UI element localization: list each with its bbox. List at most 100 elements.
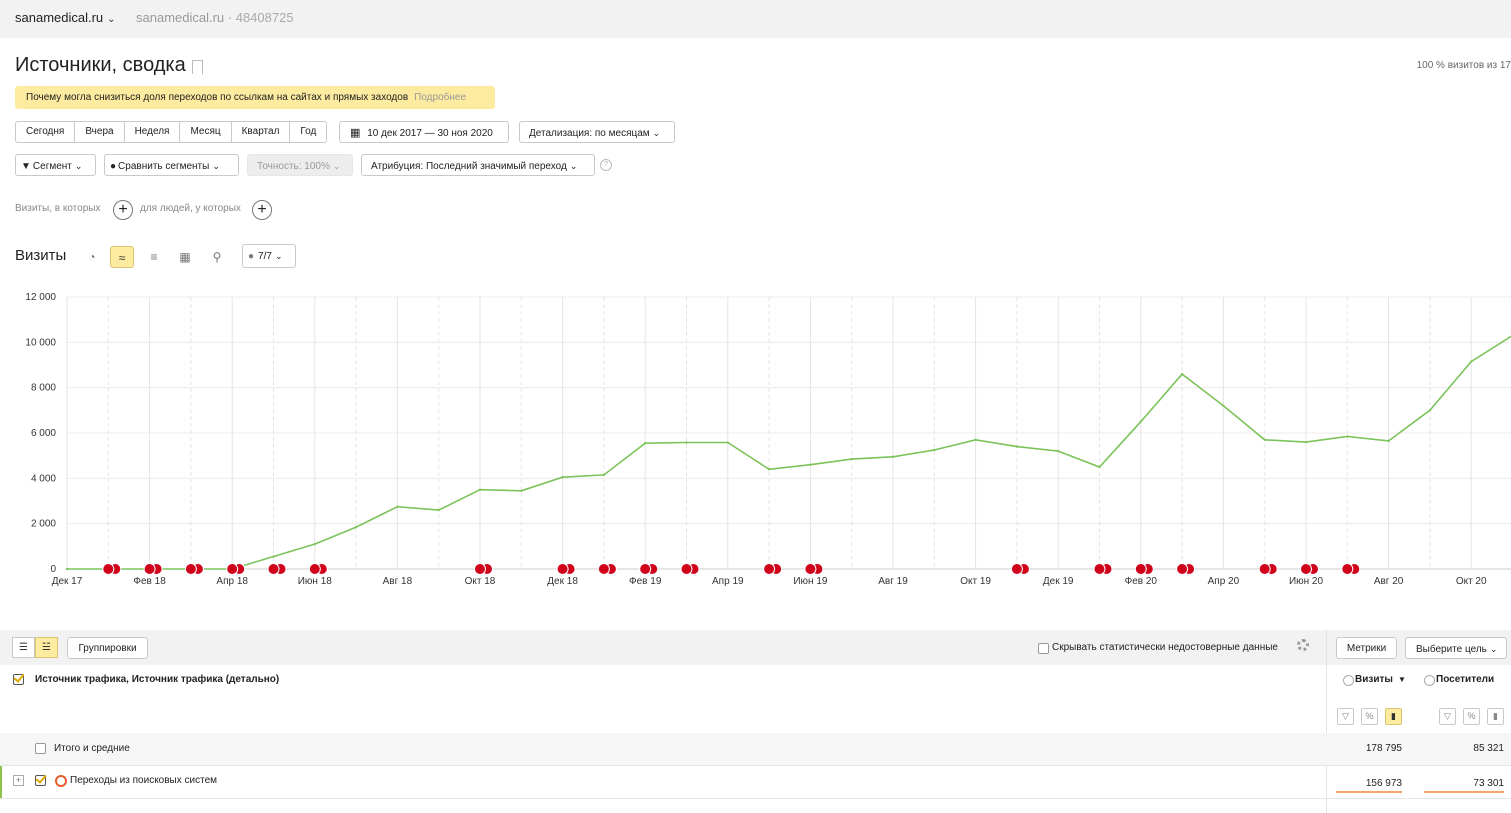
bar-icon[interactable]: ▮ (1487, 708, 1504, 725)
data-point (891, 455, 895, 458)
data-point (1470, 360, 1473, 363)
annotation-marker (1134, 563, 1147, 575)
data-point (354, 525, 358, 529)
list-view-button[interactable]: ☰ (12, 637, 35, 658)
x-tick-label: Июн 18 (298, 576, 333, 587)
x-tick-label: Авг 20 (1374, 576, 1404, 587)
y-tick-label: 12 000 (25, 292, 56, 303)
data-point (1098, 465, 1101, 469)
bar-icon[interactable]: ▮ (1385, 708, 1402, 725)
annotation-marker (1176, 563, 1189, 575)
visitors-share-bar (1424, 791, 1504, 793)
pie-chart-icon[interactable]: ◔ (88, 250, 96, 264)
notes-count: 7/7 (258, 251, 272, 262)
bookmark-icon[interactable] (192, 60, 203, 74)
data-point (520, 489, 523, 492)
annotation-marker (474, 563, 486, 575)
site-selector[interactable]: sanamedical.ru ⌄ (15, 10, 116, 25)
notice-text: Почему могла снизиться доля переходов по… (26, 92, 409, 103)
annotation-marker (763, 563, 776, 575)
percent-icon[interactable]: % (1463, 708, 1480, 725)
row-color-marker (0, 766, 2, 798)
chevron-down-icon: ⌄ (332, 161, 341, 171)
y-tick-label: 8 000 (31, 383, 56, 394)
notice-more-link[interactable]: Подробнее (414, 92, 467, 103)
data-point (1387, 439, 1390, 443)
accuracy-label: Точность: 100% (257, 161, 330, 172)
hide-unreliable-checkbox[interactable] (1038, 643, 1049, 654)
row-checkbox[interactable] (35, 775, 46, 786)
data-point (561, 476, 564, 479)
notes-toggle[interactable]: ● 7/7 ⌄ (242, 244, 296, 268)
data-point (850, 457, 853, 461)
visits-column-header[interactable]: Визиты ▼ (1355, 674, 1406, 685)
accuracy-select[interactable]: Точность: 100% ⌄ (247, 154, 353, 176)
data-point (1428, 409, 1432, 412)
y-tick-label: 6 000 (31, 428, 56, 439)
stacked-area-icon[interactable]: ≡ (150, 250, 158, 264)
line-chart-icon[interactable]: ≈ (110, 246, 134, 268)
detail-select[interactable]: Детализация: по месяцам ⌄ (519, 121, 675, 143)
top-bar (0, 0, 1511, 38)
period-yesterday[interactable]: Вчера (75, 122, 125, 142)
info-icon (1424, 675, 1435, 686)
data-point (1346, 435, 1349, 438)
period-group: Сегодня Вчера Неделя Месяц Квартал Год (15, 121, 328, 143)
table-row[interactable]: Переходы из поисковых систем 156 973 73 … (0, 765, 1511, 799)
visitors-column-header[interactable]: Посетители (1436, 674, 1495, 685)
x-tick-label: Фев 20 (1125, 576, 1158, 587)
period-month[interactable]: Месяц (180, 122, 232, 142)
compare-segments-button[interactable]: ● Сравнить сегменты ⌄ (104, 154, 239, 176)
help-icon[interactable]: ? (600, 159, 612, 171)
dimension-header[interactable]: Источник трафика, Источник трафика (дета… (35, 674, 280, 685)
period-today[interactable]: Сегодня (16, 122, 76, 142)
bar-chart-icon[interactable]: ▦ (179, 250, 191, 264)
x-tick-label: Дек 17 (52, 576, 83, 587)
chevron-down-icon: ⌄ (212, 161, 220, 171)
counter-id: 48408725 (235, 10, 294, 25)
segment-button[interactable]: ▼ Сегмент ⌄ (15, 154, 96, 176)
map-pin-icon[interactable]: ⚲ (212, 250, 222, 264)
percent-icon[interactable]: % (1361, 708, 1378, 725)
expand-row-icon[interactable]: + (13, 775, 24, 786)
date-range-button[interactable]: ▦ 10 дек 2017 — 30 ноя 2020 (339, 121, 509, 143)
period-year[interactable]: Год (300, 126, 317, 137)
counter-site: sanamedical.ru (136, 10, 225, 25)
filter-icon[interactable]: ▽ (1337, 708, 1354, 725)
date-range-label: 10 дек 2017 — 30 ноя 2020 (367, 128, 493, 139)
site-name: sanamedical.ru (15, 10, 104, 25)
row-label[interactable]: Переходы из поисковых систем (70, 775, 218, 786)
visits-share-bar (1336, 791, 1402, 793)
row-checkbox[interactable] (35, 743, 46, 754)
annotation-marker (308, 563, 321, 575)
metrics-button[interactable]: Метрики (1336, 637, 1397, 659)
sort-desc-icon: ▼ (1397, 675, 1406, 684)
tree-view-button[interactable]: ☱ (35, 637, 58, 658)
data-point (65, 567, 69, 571)
row-label: Итого и средние (54, 743, 130, 754)
x-tick-label: Апр 18 (216, 576, 248, 587)
gear-icon[interactable] (1297, 639, 1309, 651)
goal-select[interactable]: Выберите цель ⌄ (1405, 637, 1507, 659)
annotation-marker (143, 563, 156, 575)
x-tick-label: Авг 18 (383, 576, 413, 587)
x-tick-label: Авг 19 (878, 576, 908, 587)
x-tick-label: Фев 19 (629, 576, 662, 587)
data-point (478, 488, 482, 491)
visits-header-label: Визиты (1355, 674, 1393, 685)
dimension-checkbox[interactable] (13, 674, 24, 685)
data-point (602, 473, 606, 477)
period-quarter[interactable]: Квартал (232, 122, 291, 142)
calendar-icon: ▦ (350, 127, 361, 139)
data-point (644, 442, 647, 445)
row-visitors: 73 301 (1473, 778, 1504, 789)
period-week[interactable]: Неделя (125, 122, 181, 142)
add-people-condition-button[interactable]: + (252, 200, 272, 220)
groupings-button[interactable]: Группировки (67, 637, 148, 659)
add-visit-condition-button[interactable]: + (113, 200, 133, 220)
chevron-down-icon: ⌄ (569, 161, 578, 171)
filter-icon[interactable]: ▽ (1439, 708, 1456, 725)
attribution-select[interactable]: Атрибуция: Последний значимый переход ⌄ (361, 154, 595, 176)
x-tick-label: Апр 19 (712, 576, 744, 587)
x-tick-label: Июн 19 (793, 576, 828, 587)
